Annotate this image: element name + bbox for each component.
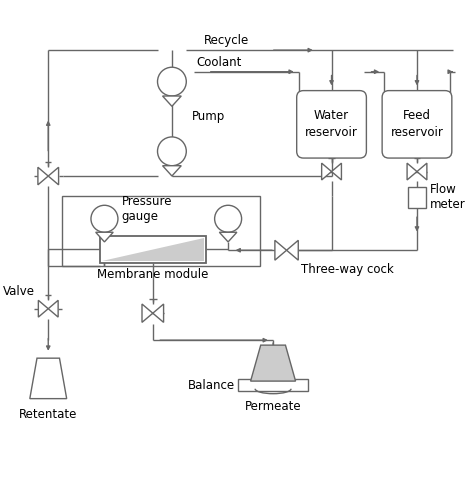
- Text: Recycle: Recycle: [203, 34, 249, 47]
- Text: Valve: Valve: [3, 285, 35, 298]
- Polygon shape: [48, 300, 58, 317]
- Polygon shape: [331, 163, 341, 180]
- Text: Permeate: Permeate: [245, 399, 301, 412]
- Polygon shape: [163, 96, 181, 106]
- Polygon shape: [322, 163, 331, 180]
- Circle shape: [157, 67, 186, 96]
- Polygon shape: [287, 240, 298, 260]
- Text: Water
reservoir: Water reservoir: [305, 110, 358, 139]
- Polygon shape: [30, 358, 67, 399]
- Text: Feed
reservoir: Feed reservoir: [391, 110, 443, 139]
- Bar: [100, 236, 206, 263]
- Polygon shape: [163, 166, 181, 176]
- Polygon shape: [251, 345, 296, 381]
- Text: Membrane module: Membrane module: [97, 268, 209, 281]
- Circle shape: [215, 206, 242, 232]
- Polygon shape: [96, 232, 113, 242]
- Bar: [62, 196, 260, 266]
- Polygon shape: [48, 167, 59, 185]
- Polygon shape: [275, 240, 287, 260]
- FancyBboxPatch shape: [297, 91, 366, 158]
- Text: Flow
meter: Flow meter: [429, 184, 465, 211]
- Bar: [409, 187, 426, 207]
- Polygon shape: [142, 304, 153, 322]
- Bar: [238, 379, 308, 392]
- Text: Pump: Pump: [192, 110, 226, 123]
- FancyBboxPatch shape: [382, 91, 452, 158]
- Polygon shape: [102, 238, 204, 261]
- Polygon shape: [417, 163, 427, 180]
- Circle shape: [91, 206, 118, 232]
- Circle shape: [157, 137, 186, 166]
- Polygon shape: [153, 304, 164, 322]
- Polygon shape: [407, 163, 417, 180]
- Polygon shape: [38, 167, 48, 185]
- Text: Coolant: Coolant: [197, 56, 242, 69]
- Polygon shape: [219, 232, 237, 242]
- Text: Three-way cock: Three-way cock: [301, 262, 394, 276]
- Text: Balance: Balance: [188, 379, 235, 392]
- Polygon shape: [38, 300, 48, 317]
- Text: Pressure
gauge: Pressure gauge: [121, 195, 172, 223]
- Text: Retentate: Retentate: [19, 408, 77, 421]
